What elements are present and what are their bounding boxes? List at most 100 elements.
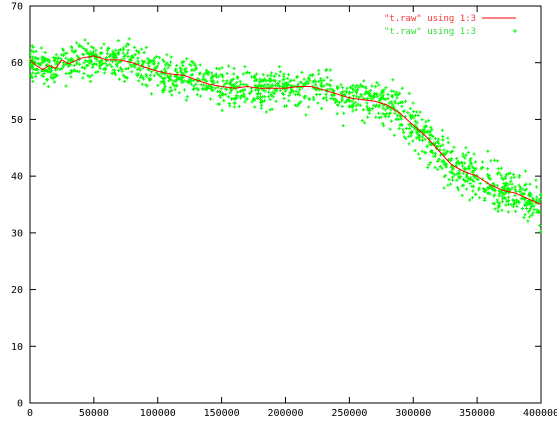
data-point	[65, 51, 69, 55]
data-point	[324, 92, 328, 97]
data-point	[527, 209, 532, 213]
data-point	[492, 194, 496, 198]
data-point	[518, 189, 522, 194]
data-point	[179, 70, 183, 74]
data-point	[354, 104, 358, 108]
data-point	[374, 84, 378, 89]
data-point	[380, 96, 384, 101]
data-point	[148, 58, 152, 63]
data-point	[229, 88, 234, 93]
data-point	[502, 185, 506, 189]
data-point	[409, 116, 414, 120]
data-point	[45, 58, 49, 62]
data-point	[350, 104, 355, 108]
data-point	[530, 213, 534, 217]
data-point	[427, 140, 431, 144]
data-point	[524, 206, 529, 211]
data-point	[412, 116, 416, 120]
data-point	[213, 86, 217, 90]
data-point	[442, 175, 446, 179]
data-point	[235, 75, 239, 79]
data-point	[408, 113, 412, 117]
data-point	[496, 204, 501, 208]
data-point	[139, 73, 144, 77]
data-point	[311, 80, 315, 84]
data-point	[436, 137, 440, 141]
data-point	[30, 44, 34, 48]
data-point	[328, 68, 332, 72]
data-point	[278, 70, 283, 74]
data-point	[266, 83, 270, 87]
data-point	[54, 68, 58, 72]
data-point	[383, 108, 387, 112]
data-point	[162, 67, 167, 71]
data-point	[75, 60, 79, 64]
data-point	[433, 137, 437, 141]
data-point	[209, 78, 213, 82]
data-point	[482, 198, 487, 203]
data-point	[387, 114, 391, 119]
data-point	[277, 65, 282, 69]
data-point	[226, 95, 231, 99]
data-point	[406, 111, 410, 115]
data-point	[518, 185, 523, 190]
data-point	[191, 87, 195, 91]
data-point	[77, 62, 82, 67]
data-point	[517, 200, 521, 204]
data-point	[104, 56, 109, 60]
data-point	[455, 185, 460, 190]
data-point	[159, 80, 163, 84]
data-point	[436, 159, 440, 163]
data-point	[168, 86, 173, 90]
data-point	[61, 65, 65, 69]
data-point	[359, 84, 363, 88]
data-point	[413, 149, 417, 153]
data-point	[206, 84, 211, 88]
data-point	[491, 188, 495, 192]
data-point	[468, 160, 473, 165]
data-point	[118, 66, 123, 70]
data-point	[249, 75, 254, 79]
data-point	[382, 88, 386, 92]
data-point	[344, 89, 348, 93]
data-point	[527, 191, 532, 195]
data-point	[486, 175, 490, 179]
data-point	[395, 93, 399, 97]
data-point	[53, 75, 57, 79]
data-point	[505, 184, 509, 188]
data-point	[498, 201, 502, 205]
data-point	[223, 82, 227, 86]
data-point	[222, 99, 226, 103]
data-point	[498, 192, 502, 196]
y-tick-label: 40	[11, 172, 23, 183]
data-point	[284, 104, 289, 108]
data-point	[457, 162, 461, 166]
data-point	[253, 79, 257, 83]
data-point	[446, 141, 450, 145]
data-point	[62, 63, 66, 67]
data-point	[116, 69, 121, 73]
data-point	[40, 58, 44, 62]
data-point	[372, 103, 376, 107]
data-point	[423, 137, 427, 141]
data-point	[263, 95, 267, 99]
data-point	[282, 77, 286, 81]
data-point	[238, 79, 242, 84]
data-point	[166, 66, 170, 70]
data-point	[263, 83, 267, 87]
data-point	[286, 76, 290, 81]
data-point	[131, 56, 135, 60]
data-point	[190, 73, 194, 77]
data-point	[231, 96, 235, 101]
data-point	[291, 90, 296, 94]
data-point	[393, 101, 397, 105]
data-point	[273, 83, 278, 87]
data-point	[245, 97, 249, 101]
data-point	[133, 53, 137, 57]
x-tick-label: 50000	[79, 408, 109, 419]
data-point	[111, 68, 115, 72]
data-point	[262, 77, 267, 81]
data-point	[82, 61, 86, 65]
data-point	[247, 71, 252, 75]
